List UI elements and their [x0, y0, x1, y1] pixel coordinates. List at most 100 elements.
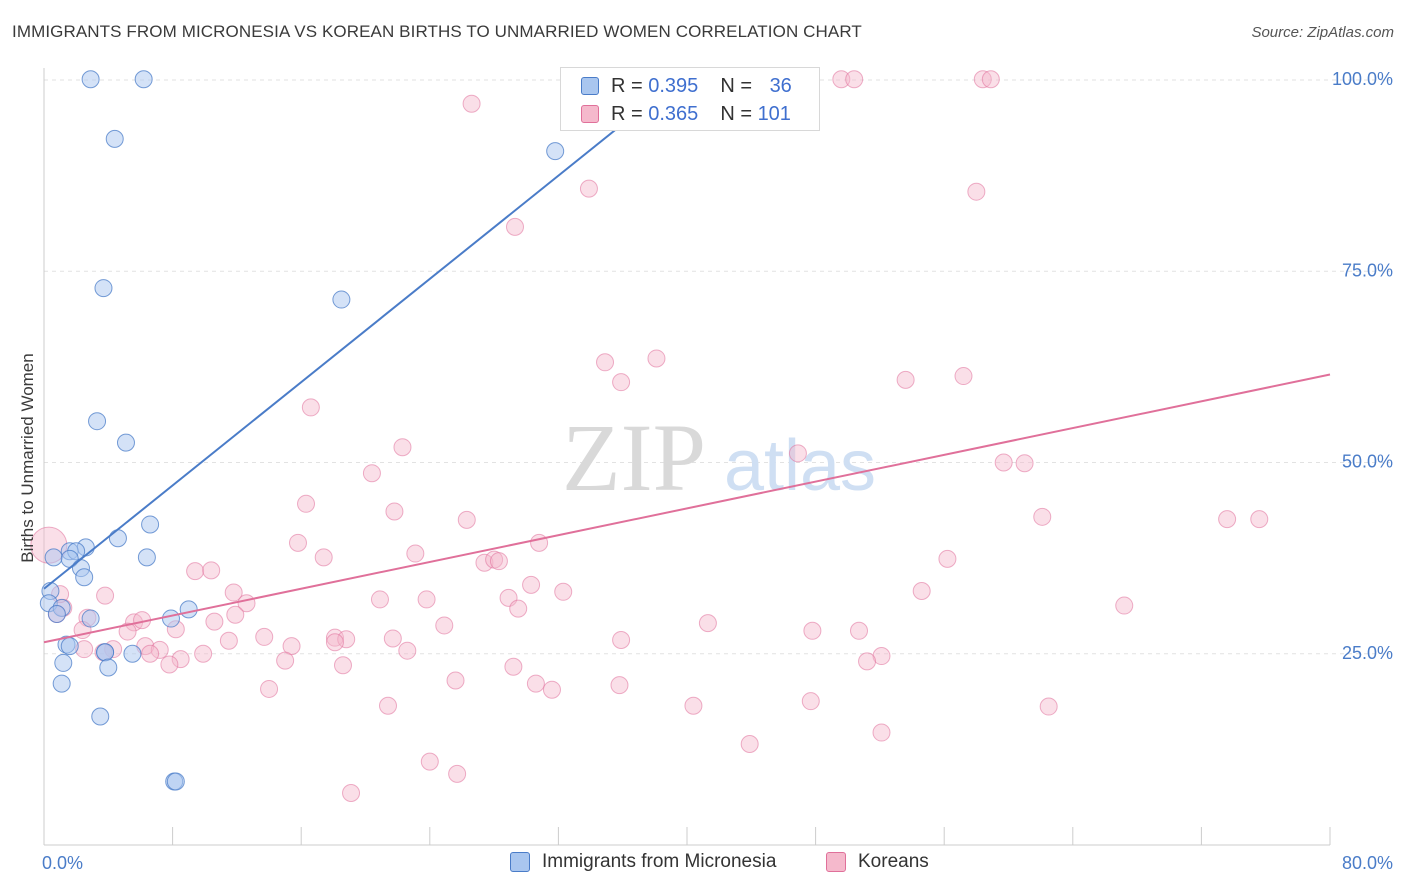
micronesia-points — [39, 70, 565, 791]
x-tick-label: 0.0% — [42, 853, 83, 873]
koreans-point — [832, 70, 851, 89]
legend-row-koreans: R = 0.365 N = 101 — [581, 100, 791, 128]
koreans-point — [226, 605, 245, 624]
koreans-point — [788, 444, 807, 463]
koreans-point — [301, 398, 320, 417]
legend-n-value: 36 — [769, 74, 792, 97]
micronesia-point — [81, 70, 100, 89]
koreans-point — [420, 752, 439, 771]
tick-labels: 25.0% 50.0% 75.0% 100.0% 0.0% 80.0% — [42, 69, 1393, 873]
koreans-point — [967, 182, 986, 201]
koreans-point — [141, 644, 160, 663]
koreans-point — [160, 655, 179, 674]
koreans-point — [417, 590, 436, 609]
koreans-point — [509, 599, 528, 618]
axes — [43, 68, 1331, 846]
koreans-point — [612, 373, 631, 392]
micronesia-point — [105, 129, 124, 148]
koreans-point — [325, 633, 344, 652]
micronesia-point — [96, 643, 115, 662]
koreans-point — [504, 657, 523, 676]
micronesia-point — [137, 548, 156, 567]
koreans-point — [740, 735, 759, 754]
micronesia-point — [546, 142, 565, 161]
koreans-point — [526, 674, 545, 693]
micronesia-point — [161, 609, 180, 628]
koreans-point — [489, 552, 508, 571]
micronesia-point — [123, 644, 142, 663]
koreans-point — [505, 217, 524, 236]
koreans-point — [194, 644, 213, 663]
koreans-point — [698, 614, 717, 633]
gridlines — [44, 79, 1390, 655]
koreans-point — [393, 438, 412, 457]
koreans-point — [579, 179, 598, 198]
koreans-point — [994, 453, 1013, 472]
koreans-point — [475, 553, 494, 572]
chart-title: IMMIGRANTS FROM MICRONESIA VS KOREAN BIR… — [12, 22, 862, 41]
koreans-point — [448, 764, 467, 783]
koreans-point — [150, 640, 169, 659]
koreans-point — [1218, 510, 1237, 529]
series-swatch-koreans — [826, 852, 846, 872]
micronesia-point — [52, 674, 71, 693]
koreans-point — [362, 464, 381, 483]
micronesia-point — [88, 412, 107, 431]
koreans-point — [647, 349, 666, 368]
series-legend-koreans: Koreans — [826, 851, 929, 873]
micronesia-point — [75, 568, 94, 587]
koreans-point — [596, 353, 615, 372]
koreans-trend-line — [43, 373, 1331, 644]
koreans-point — [398, 641, 417, 660]
micronesia-point — [134, 70, 153, 89]
micronesia-point — [91, 707, 110, 726]
koreans-point — [858, 652, 877, 671]
koreans-point — [297, 494, 316, 513]
koreans-point — [219, 631, 238, 650]
micronesia-point — [60, 637, 79, 656]
micronesia-point — [141, 515, 160, 534]
koreans-point — [1039, 697, 1058, 716]
legend-r-label: R = — [611, 74, 649, 97]
koreans-point — [118, 622, 137, 641]
micronesia-point — [54, 653, 73, 672]
koreans-point — [383, 629, 402, 648]
koreans-point — [457, 510, 476, 529]
micronesia-point — [116, 433, 135, 452]
koreans-point — [370, 590, 389, 609]
koreans-point — [202, 561, 221, 580]
micronesia-point — [94, 279, 113, 298]
koreans-point — [255, 627, 274, 646]
legend-n-label: N = — [720, 74, 758, 97]
koreans-point — [1033, 507, 1052, 526]
koreans-point — [850, 621, 869, 640]
koreans-point — [522, 575, 541, 594]
koreans-point — [1250, 510, 1269, 529]
series-legend-micronesia: Immigrants from Micronesia — [510, 851, 776, 873]
micronesia-point — [81, 609, 100, 628]
koreans-point — [385, 502, 404, 521]
koreans-point — [276, 651, 295, 670]
koreans-point — [872, 723, 891, 742]
koreans-point — [446, 671, 465, 690]
micronesia-trend-line — [43, 71, 688, 590]
koreans-point — [1015, 454, 1034, 473]
koreans-point — [96, 586, 115, 605]
series-label-koreans: Koreans — [858, 851, 929, 872]
y-tick-label: 100.0% — [1332, 69, 1393, 89]
koreans-point — [379, 696, 398, 715]
koreans-point — [542, 680, 561, 699]
koreans-point — [981, 70, 1000, 89]
koreans-point — [260, 679, 279, 698]
stats-legend: R = 0.395 N = 36 R = 0.365 N = 101 — [560, 67, 820, 131]
koreans-point — [954, 367, 973, 386]
series-label-micronesia: Immigrants from Micronesia — [542, 851, 777, 872]
watermark-zip: ZIP — [562, 404, 706, 511]
koreans-point — [314, 548, 333, 567]
koreans-point — [462, 94, 481, 113]
legend-swatch-koreans — [581, 105, 599, 123]
koreans-point — [684, 696, 703, 715]
koreans-point — [186, 562, 205, 581]
legend-n-value: 101 — [757, 102, 791, 125]
koreans-point — [325, 628, 344, 647]
